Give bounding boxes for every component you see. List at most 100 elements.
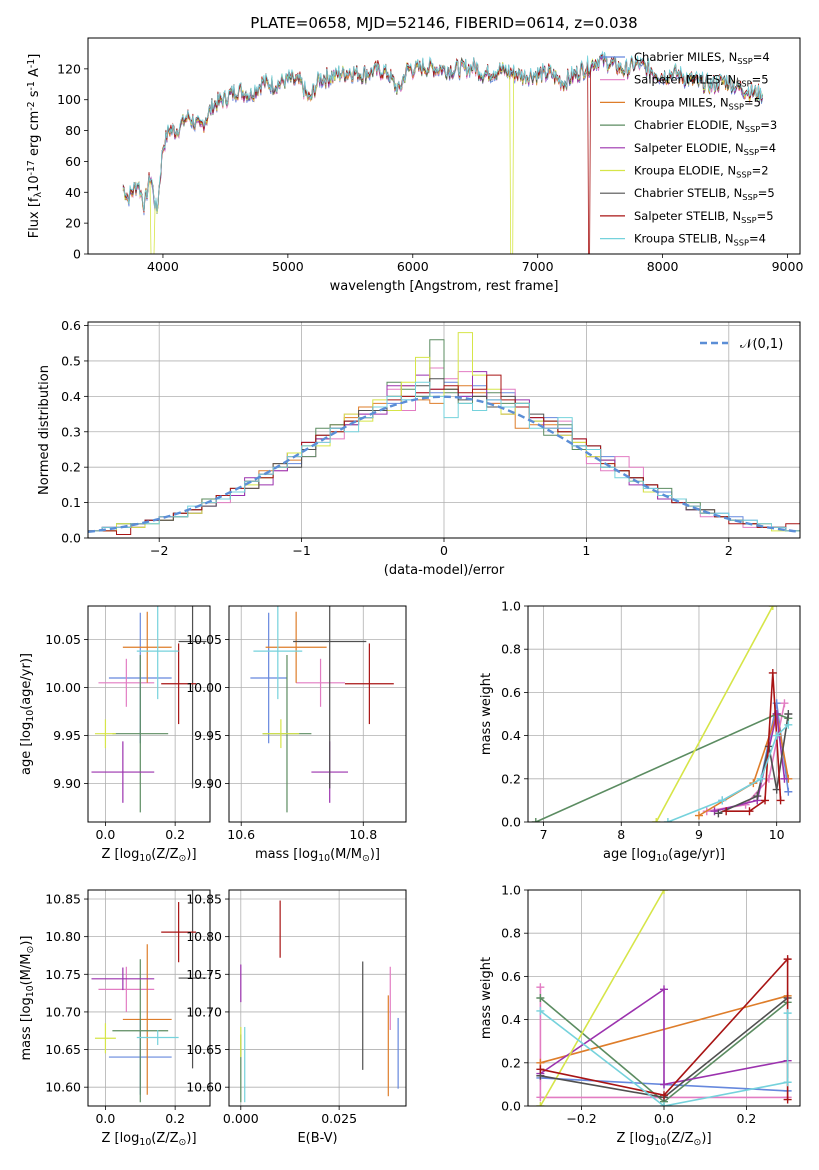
weight-marker: [772, 710, 781, 718]
x-tick-label: 4000: [147, 259, 179, 274]
y-axis-label: age [log10(age/yr)]: [19, 653, 36, 775]
errorbar-point: [136, 606, 179, 700]
weight-marker: [783, 955, 792, 964]
legend: Chabrier MILES, NSSP=4 Salpeter MILES, NS…: [600, 50, 777, 248]
weight-line-4: [714, 713, 786, 812]
errorbar-point: [262, 719, 300, 749]
y-tick-label: 10.60: [45, 1080, 81, 1095]
x-tick-label: 10.6: [227, 827, 255, 842]
weight-marker: [784, 710, 793, 718]
y-tick-label: 10.80: [45, 929, 81, 944]
errorbar-point: [161, 643, 197, 725]
weight-marker: [745, 807, 754, 816]
y-tick-label: 0.6: [501, 969, 521, 984]
errorbar-point: [178, 606, 207, 789]
y-tick-label: 0.6: [61, 318, 81, 333]
errorbar-point: [250, 612, 287, 744]
plot-area: [250, 606, 394, 813]
weight-marker: [694, 811, 703, 820]
x-axis-label: mass [log10(M/M⊙)]: [255, 847, 380, 864]
errorbar-point: [265, 611, 327, 683]
legend-label: Kroupa MILES, NSSP=5: [634, 95, 761, 111]
y-tick-label: 0.8: [501, 926, 521, 941]
weight-marker: [536, 1102, 545, 1106]
weight-line-7: [726, 672, 782, 812]
legend-label: Kroupa ELODIE, NSSP=2: [634, 164, 769, 180]
y-tick-label: 80: [65, 123, 81, 138]
legend-label: Chabrier ELODIE, NSSP=3: [634, 118, 777, 134]
x-tick-label: 10.8: [349, 827, 377, 842]
errorbar-point: [136, 1029, 179, 1046]
y-tick-label: 9.95: [194, 728, 222, 743]
weight-marker: [660, 1091, 668, 1100]
y-tick-label: 0.2: [501, 1055, 521, 1070]
x-tick-label: 0: [440, 543, 448, 558]
normal-curve: [88, 395, 800, 533]
plot-area: [122, 50, 763, 254]
y-tick-label: 10.65: [186, 1042, 222, 1057]
x-tick-label: 8000: [647, 259, 679, 274]
weight-marker: [772, 731, 781, 740]
spectrum-series-8: [122, 50, 763, 212]
y-tick-label: 0.8: [501, 642, 521, 657]
plot-area: [91, 606, 207, 813]
x-axis-label: Z [log10(Z/Z⊙)]: [101, 1131, 196, 1148]
errorbar-point: [98, 966, 155, 1012]
y-tick-label: 10.70: [45, 1004, 81, 1019]
x-tick-label: 1: [582, 543, 590, 558]
legend-label: Salpeter STELIB, NSSP=5: [634, 209, 774, 225]
weight-marker: [783, 1078, 792, 1087]
weight-marker: [660, 985, 668, 994]
y-tick-label: 10.70: [186, 1004, 222, 1019]
y-tick-label: 60: [65, 154, 81, 169]
y-tick-label: 0.6: [501, 685, 521, 700]
x-axis-label: E(B-V): [297, 1131, 337, 1146]
y-tick-label: 0.0: [501, 1099, 521, 1114]
y-tick-label: 40: [65, 185, 81, 200]
weight-marker: [768, 606, 777, 610]
plot-area: [88, 332, 800, 535]
weight-marker: [784, 720, 793, 729]
grid-lines: [229, 890, 406, 1106]
plot-area: [240, 900, 399, 1103]
errorbar-point: [94, 719, 116, 749]
x-tick-label: 0.025: [321, 1111, 357, 1126]
weight-line-5: [539, 890, 665, 1106]
y-tick-label: 10.75: [45, 967, 81, 982]
legend-label: Salpeter ELODIE, NSSP=4: [634, 141, 776, 157]
x-tick-label: 0.000: [223, 1111, 259, 1126]
panel-mass-vs-EBV: 0.000 0.025 10.60 10.65 10.70 10.75 10.80 10.85…: [186, 889, 407, 1146]
x-axis-label: Z [log10(Z/Z⊙)]: [101, 847, 196, 864]
legend-label: Salpeter MILES, NSSP=5: [634, 73, 769, 89]
panel-mass-vs-Z: 0.0 0.2 10.60 10.65 10.70 10.75 10.80 10.85 Z [l…: [19, 889, 211, 1148]
weight-marker: [663, 818, 672, 822]
y-tick-label: 120: [57, 61, 81, 76]
panel-residuals: −2 −1 0 1 2 0.0 0.1 0.2 0.3 0.4 0.5 0.6 (data-model)…: [37, 318, 801, 578]
y-tick-label: 9.90: [194, 776, 222, 791]
panel-age-vs-mass: 10.6 10.8 9.90 9.95 10.00 10.05 mass [log10(M/…: [186, 605, 407, 864]
weight-marker: [536, 1065, 545, 1074]
y-tick-label: 10.75: [186, 967, 222, 982]
grid-lines: [229, 606, 406, 822]
histogram-8: [88, 381, 800, 532]
y-tick-label: 1.0: [501, 599, 521, 614]
plot-area: [531, 606, 793, 822]
plot-area: [536, 890, 792, 1106]
weight-line-4: [539, 987, 788, 1086]
y-tick-label: 9.95: [53, 728, 81, 743]
plot-area: [91, 890, 207, 1103]
x-tick-label: 9000: [772, 259, 804, 274]
y-axis-label: mass weight: [479, 957, 494, 1039]
axes-frame: [228, 889, 407, 1107]
legend-label: Chabrier MILES, NSSP=4: [634, 50, 770, 66]
legend-label: 𝒩(0,1): [740, 337, 783, 352]
weight-marker: [714, 809, 723, 818]
errorbar-point: [98, 658, 155, 707]
x-tick-label: 0.2: [165, 1111, 185, 1126]
y-tick-label: 10.80: [186, 929, 222, 944]
y-tick-label: 0.3: [61, 424, 81, 439]
weight-marker: [761, 796, 770, 805]
x-tick-label: −2: [150, 543, 168, 558]
errorbar-point: [112, 959, 169, 1103]
x-tick-label: 6000: [397, 259, 429, 274]
